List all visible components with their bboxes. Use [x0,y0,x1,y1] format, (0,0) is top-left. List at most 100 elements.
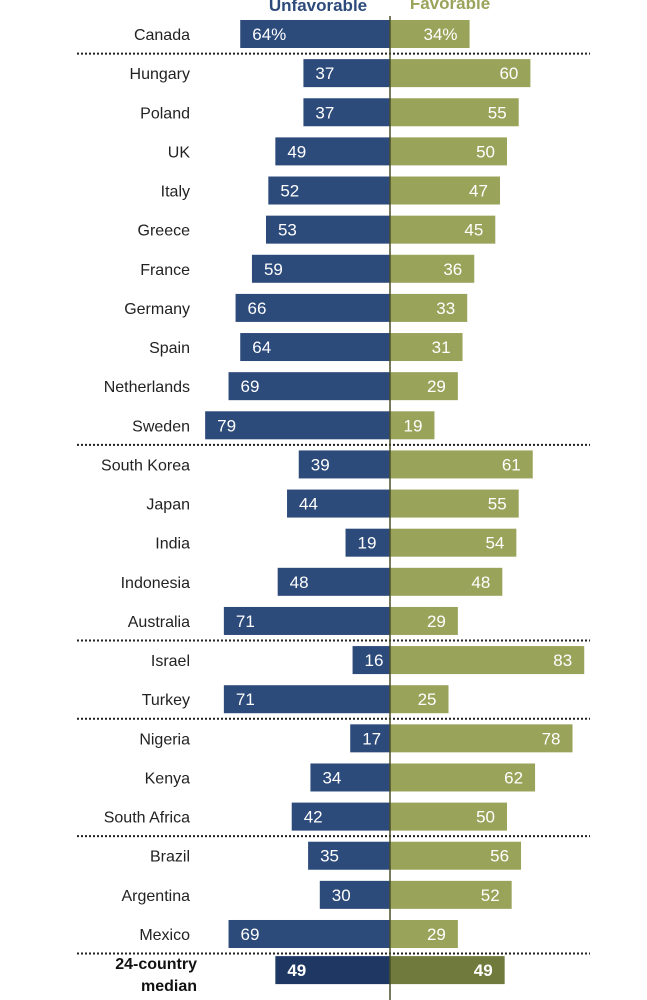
bar-favorable [390,411,435,440]
value-label-favorable: 34% [424,25,458,44]
category-label: Indonesia [121,575,190,592]
value-label-favorable: 33 [436,299,455,318]
value-label-favorable: 54 [485,534,504,553]
bar-favorable [390,254,475,283]
bar-favorable [390,646,585,675]
value-label-favorable: 48 [471,573,490,592]
value-label-favorable: 19 [404,416,423,435]
value-label-unfavorable: 19 [358,534,377,553]
value-label-favorable: 36 [443,260,462,279]
bar-unfavorable [223,606,390,635]
category-label: Germany [124,301,190,318]
bar-unfavorable [228,919,390,948]
bar-unfavorable [240,333,390,362]
category-label: Hungary [130,66,190,83]
value-label-unfavorable: 39 [311,455,330,474]
value-label-unfavorable: 35 [320,847,339,866]
bar-favorable [390,606,458,635]
value-label-unfavorable: 37 [315,64,334,83]
median-label-line2: median [141,978,197,995]
bar-unfavorable [345,528,390,557]
value-label-unfavorable: 48 [290,573,309,592]
bar-unfavorable [205,411,390,440]
value-label-favorable: 61 [502,455,521,474]
bar-unfavorable [287,489,390,518]
bar-unfavorable [240,20,390,48]
value-label-favorable: 29 [427,925,446,944]
category-label: Nigeria [139,731,190,748]
bar-favorable [390,215,496,244]
bar-favorable [390,763,536,792]
value-label-unfavorable: 69 [241,377,260,396]
value-label-favorable: 25 [418,690,437,709]
category-label: Sweden [132,418,190,435]
value-label-favorable: 45 [464,221,483,240]
category-label: Spain [149,340,190,357]
value-label-favorable: 56 [490,847,509,866]
value-label-unfavorable: 44 [299,495,318,514]
bar-favorable [390,919,458,948]
median-label-line1: 24-country [115,956,197,973]
category-label: South Korea [101,457,190,474]
value-label-unfavorable: 37 [315,103,334,122]
value-label-unfavorable: 64% [252,25,286,44]
bar-unfavorable [223,685,390,714]
value-label-unfavorable: 16 [365,651,384,670]
category-label: Mexico [139,927,190,944]
value-label-favorable: 78 [542,729,561,748]
bar-favorable [390,956,505,985]
value-label-favorable: 55 [488,495,507,514]
value-label-unfavorable: 52 [280,182,299,201]
category-label: Israel [151,653,190,670]
bar-unfavorable [228,372,390,401]
bar-unfavorable [275,956,390,985]
value-label-favorable: 62 [504,768,523,787]
category-label: Italy [161,184,190,201]
bar-unfavorable [298,450,390,479]
bar-favorable [390,98,519,127]
category-label: Turkey [142,692,190,709]
category-label: Netherlands [104,379,190,396]
bar-unfavorable [277,567,390,596]
value-label-favorable: 49 [474,961,493,980]
category-label: Brazil [150,849,190,866]
bar-unfavorable [268,176,390,205]
value-label-unfavorable: 71 [236,612,255,631]
value-label-unfavorable: 30 [332,886,351,905]
value-label-favorable: 47 [469,182,488,201]
bar-favorable [390,724,573,753]
value-label-unfavorable: 34 [322,768,341,787]
value-label-unfavorable: 69 [241,925,260,944]
bar-favorable [390,333,463,362]
value-label-unfavorable: 17 [362,729,381,748]
bar-unfavorable [303,59,390,88]
bar-favorable [390,372,458,401]
legend-unfavorable: Unfavorable [269,0,367,15]
bar-unfavorable [310,763,390,792]
bar-favorable [390,685,449,714]
category-label: Argentina [122,888,191,905]
value-label-unfavorable: 59 [264,260,283,279]
value-label-favorable: 60 [499,64,518,83]
category-label: Poland [140,105,190,122]
bar-unfavorable [251,254,390,283]
value-label-unfavorable: 49 [287,142,306,161]
bar-unfavorable [303,98,390,127]
value-label-favorable: 55 [488,103,507,122]
value-label-favorable: 52 [481,886,500,905]
value-label-favorable: 50 [476,142,495,161]
legend-favorable: Favorable [410,0,490,13]
value-label-unfavorable: 66 [248,299,267,318]
bar-unfavorable [235,293,390,322]
category-label: Greece [138,223,191,240]
value-label-favorable: 29 [427,612,446,631]
bar-favorable [390,841,522,870]
category-label: France [140,262,190,279]
value-label-unfavorable: 79 [217,416,236,435]
category-label: Japan [146,497,190,514]
category-label: India [155,536,190,553]
bar-unfavorable [275,137,390,166]
value-label-unfavorable: 49 [287,961,306,980]
bar-unfavorable [265,215,390,244]
bar-unfavorable [308,841,390,870]
